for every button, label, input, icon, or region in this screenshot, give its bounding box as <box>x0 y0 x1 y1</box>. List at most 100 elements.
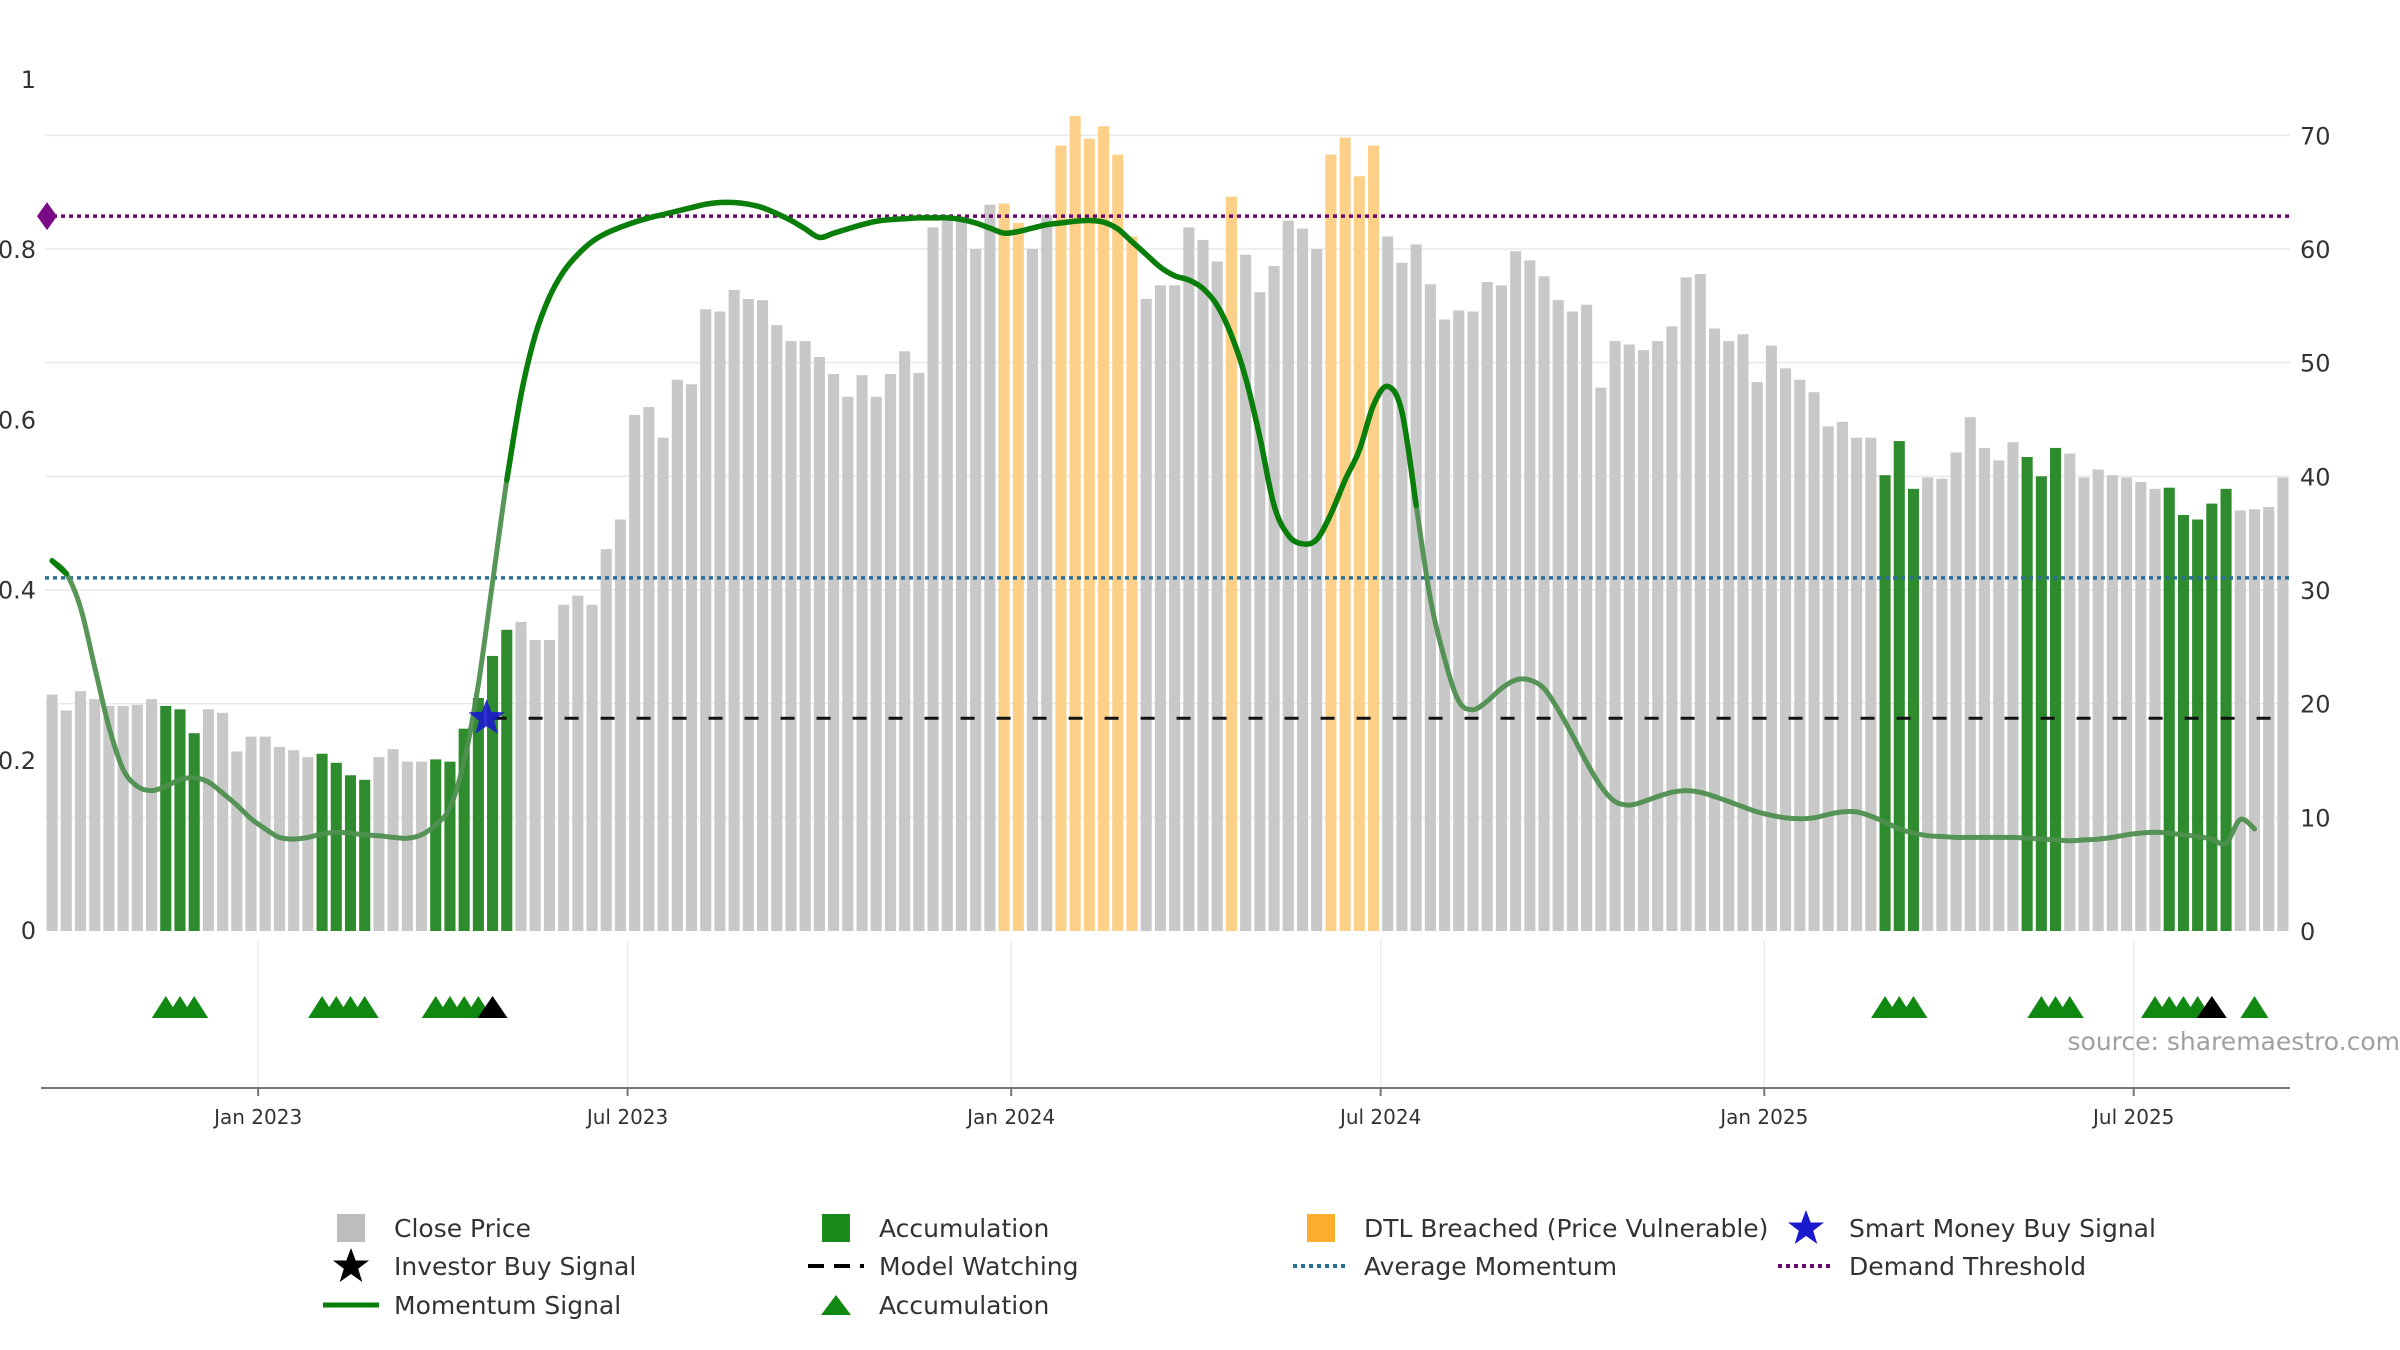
close-price-bar <box>1822 426 1834 931</box>
accumulation-bar <box>1907 488 1920 931</box>
close-price-bar <box>685 384 698 932</box>
close-price-bar <box>941 216 953 931</box>
close-price-bar <box>131 704 143 931</box>
close-price-bar <box>799 341 811 931</box>
close-price-bar <box>771 325 783 931</box>
dtl-breached-bar <box>1112 154 1124 931</box>
accumulation-bar <box>1893 441 1905 931</box>
investor-buy-signal <box>477 996 508 1018</box>
close-price-bar <box>558 604 570 931</box>
close-price-bar <box>856 375 868 931</box>
close-price-bar <box>2092 469 2104 931</box>
close-price-bar <box>2277 477 2289 931</box>
close-price-bar <box>1623 344 1635 932</box>
accumulation-bar <box>444 761 456 931</box>
close-price-bar <box>1041 214 1053 931</box>
close-price-bar <box>1467 311 1479 931</box>
close-price-bar <box>2064 453 2076 931</box>
price-bars <box>46 116 2289 932</box>
close-price-bar <box>757 300 769 931</box>
close-price-bar <box>1282 220 1294 932</box>
close-price-bar <box>373 757 385 931</box>
close-price-bar <box>1268 266 1280 931</box>
close-price-bar <box>1481 281 1493 931</box>
close-price-bar <box>1708 328 1721 932</box>
close-price-bar <box>1780 368 1792 932</box>
close-price-bar <box>1666 326 1678 931</box>
dtl-breached-bar <box>1126 236 1138 931</box>
close-price-bar <box>2248 509 2261 931</box>
close-price-bar <box>813 356 825 931</box>
close-price-bar <box>146 699 158 931</box>
investor-buy-signal <box>2196 996 2227 1018</box>
close-price-bar <box>1154 285 1166 932</box>
accumulation-triangle <box>180 996 209 1018</box>
close-price-bar <box>46 694 58 931</box>
close-price-bar <box>1169 285 1181 932</box>
right-axis-tick-label: 70 <box>2300 122 2331 150</box>
close-price-bar <box>984 204 996 932</box>
close-price-bar <box>600 549 612 931</box>
momentum-signal-strong-segment <box>49 558 70 577</box>
close-price-bar <box>1311 249 1323 931</box>
close-price-bar <box>1382 236 1394 931</box>
triangle-icon <box>821 1295 851 1315</box>
accumulation-bar <box>2206 503 2218 931</box>
close-price-bar <box>2007 442 2019 931</box>
close-price-bar <box>1595 387 1607 931</box>
signal-markers <box>37 202 2269 1018</box>
close-price-bar <box>89 699 101 931</box>
close-price-bar <box>1211 261 1223 932</box>
dtl-breached-bar <box>1225 196 1237 932</box>
close-price-bar <box>2078 477 2090 931</box>
close-price-bar <box>643 406 655 931</box>
close-price-bar <box>1836 421 1848 931</box>
accumulation-bar <box>487 655 499 931</box>
accumulation-bar <box>330 762 342 931</box>
x-tick-label: Jul 2025 <box>2091 1105 2174 1129</box>
close-price-bar <box>1652 341 1664 931</box>
right-axis-tick-label: 30 <box>2300 577 2331 605</box>
x-tick-label: Jan 2024 <box>965 1105 1055 1129</box>
accumulation-triangle <box>1899 996 1928 1018</box>
dtl-breached-bar <box>1325 154 1337 931</box>
close-price-bar <box>657 437 669 931</box>
close-price-bar <box>202 709 214 931</box>
close-price-bar <box>1950 452 1962 931</box>
close-price-bar <box>1254 292 1266 931</box>
close-price-bar <box>1410 244 1422 931</box>
close-price-bar <box>1396 262 1408 931</box>
close-price-bar <box>742 299 754 932</box>
accumulation-triangle <box>2055 996 2084 1018</box>
axes: Jan 2023 Jul 2023 Jan 2024 Jul 2024 Jan 2025… <box>0 66 2331 1129</box>
close-price-bar <box>1453 310 1465 931</box>
close-price-bar <box>74 691 87 931</box>
close-price-bar <box>515 621 527 931</box>
momentum-line <box>49 199 2257 847</box>
x-tick-label: Jul 2024 <box>1338 1105 1421 1129</box>
close-price-bar <box>1566 311 1578 931</box>
close-price-bar <box>302 757 314 931</box>
left-axis-tick-label: 0.6 <box>0 406 36 434</box>
close-price-bar <box>2106 475 2118 931</box>
close-price-bar <box>259 736 271 931</box>
x-tick-label: Jan 2025 <box>1718 1105 1808 1129</box>
smart-money-buy-star <box>468 699 505 734</box>
dtl-breached-bar <box>1339 137 1351 931</box>
close-price-bar <box>1538 276 1550 931</box>
accumulation-bar <box>359 779 371 931</box>
close-price-bar <box>842 396 854 931</box>
momentum-signal-strong-segment <box>504 199 1419 547</box>
reference-lines <box>45 214 2290 720</box>
close-price-bar <box>1765 345 1777 931</box>
accumulation-bar <box>2177 514 2189 931</box>
close-price-bar <box>2234 510 2246 931</box>
right-axis-tick-label: 20 <box>2300 691 2331 719</box>
accumulation-bar <box>2035 476 2047 931</box>
legend: Close Price Investor Buy Signal Momentum… <box>320 1210 2220 1330</box>
close-price-bar <box>1552 300 1564 931</box>
dtl-breached-bar <box>1353 176 1365 932</box>
right-axis-tick-label: 60 <box>2300 236 2331 264</box>
demand-threshold-marker <box>37 202 57 231</box>
